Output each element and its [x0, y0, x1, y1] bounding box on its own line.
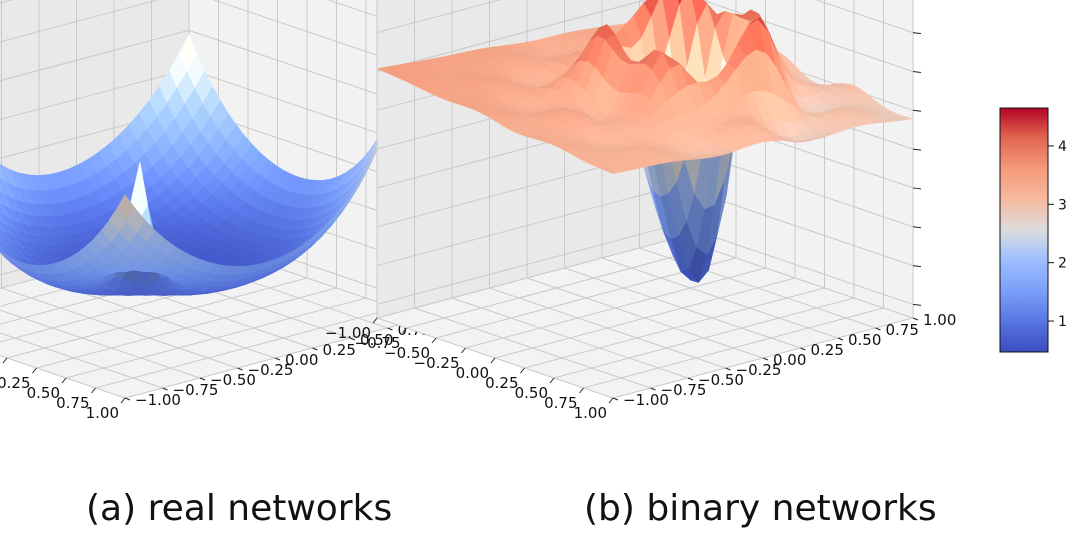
y-tick-label: −0.50 — [210, 371, 256, 389]
x-tick-label: 0.25 — [0, 374, 31, 392]
y-tick — [349, 337, 356, 341]
x-tick — [461, 347, 466, 354]
x-tick-label: 0.00 — [0, 364, 1, 382]
y-tick — [387, 327, 393, 331]
surface — [0, 9, 426, 296]
x-tick-label: 1.00 — [86, 404, 119, 422]
colorbar-tick-label: 4 — [1058, 139, 1067, 155]
y-tick — [162, 387, 168, 391]
colorbar-gradient — [999, 107, 1049, 353]
z-tick — [912, 265, 922, 268]
y-tick — [875, 327, 881, 331]
x-tick-label: −0.75 — [355, 334, 401, 352]
x-tick — [549, 377, 555, 384]
x-tick — [520, 367, 525, 374]
colorbar-tick-label: 1 — [1058, 314, 1067, 330]
y-tick-label: 0.75 — [886, 321, 919, 339]
x-tick — [490, 357, 496, 364]
caption-binary-networks: (b) binary networks — [584, 488, 937, 529]
grid-line — [601, 257, 839, 339]
y-tick — [199, 377, 206, 381]
grid-line — [564, 267, 801, 349]
colorbar-tick-label: 2 — [1058, 256, 1067, 272]
grid-line — [0, 29, 426, 111]
y-tick-label: −0.25 — [248, 361, 294, 379]
y-tick — [725, 367, 731, 371]
grid-line — [676, 237, 914, 319]
surface-facet — [604, 168, 624, 174]
y-tick-label: 0.25 — [811, 341, 844, 359]
x-tick-label: −0.50 — [384, 344, 430, 362]
z-tick — [912, 70, 922, 73]
z-tick — [912, 32, 922, 35]
x-tick-label: 0.75 — [56, 394, 89, 412]
x-tick-label: −1.00 — [325, 324, 371, 342]
z-tick — [912, 226, 922, 229]
y-tick — [274, 357, 281, 361]
caption-real-networks: (a) real networks — [86, 488, 393, 529]
z-tick — [912, 109, 922, 112]
z-tick — [912, 187, 922, 190]
x-tick-label: 0.75 — [544, 394, 577, 412]
x-tick — [372, 317, 378, 324]
z-axis — [912, 32, 922, 306]
grid-line — [376, 0, 914, 72]
grid-line — [526, 277, 764, 359]
grid-line — [0, 0, 426, 34]
y-tick — [312, 347, 318, 351]
x-tick-label: 0.50 — [27, 384, 60, 402]
y-tick-label: −1.00 — [623, 391, 669, 409]
surface-facet — [677, 0, 683, 6]
y-tick-label: 0.00 — [773, 351, 806, 369]
grid-line — [376, 0, 914, 34]
y-tick — [687, 377, 694, 381]
y-tick-label: 0.25 — [323, 341, 356, 359]
y-tick-label: 0.50 — [848, 331, 881, 349]
x-tick-label: 0.00 — [456, 364, 489, 382]
x-tick — [402, 327, 407, 334]
x-tick-label: 1.00 — [574, 404, 607, 422]
surface-facet — [116, 194, 136, 222]
axis-tick-labels: −1.00−0.75−0.50−0.250.000.250.500.751.00… — [325, 311, 956, 422]
x-tick — [61, 377, 67, 384]
x-tick — [579, 387, 584, 394]
y-tick-label: 1.00 — [923, 311, 956, 329]
x-tick — [32, 367, 37, 374]
x-tick-label: 0.50 — [515, 384, 548, 402]
y-tick — [762, 357, 769, 361]
x-tick-label: −0.25 — [414, 354, 460, 372]
surface-plot-real-networks: −1.00−0.75−0.50−0.250.000.250.500.751.00… — [0, 0, 468, 422]
y-tick — [650, 387, 656, 391]
x-tick — [608, 397, 614, 404]
x-tick — [120, 397, 126, 404]
x-tick — [2, 357, 8, 364]
y-tick — [837, 337, 844, 341]
y-tick — [912, 317, 919, 321]
x-tick-label: 0.25 — [485, 374, 518, 392]
y-tick — [124, 397, 131, 401]
y-tick — [612, 397, 619, 401]
y-tick — [800, 347, 806, 351]
colorbar-tick-label: 3 — [1058, 197, 1067, 213]
z-tick — [912, 148, 922, 151]
z-tick — [912, 303, 922, 306]
y-tick-label: −1.00 — [135, 391, 181, 409]
x-tick — [91, 387, 96, 394]
surface-plot-binary-networks: −1.00−0.75−0.50−0.250.000.250.500.751.00… — [325, 0, 956, 422]
y-tick-label: −0.50 — [698, 371, 744, 389]
y-tick-label: −0.25 — [736, 361, 782, 379]
y-tick — [237, 367, 243, 371]
y-tick-label: −0.75 — [173, 381, 219, 399]
x-tick — [431, 337, 437, 344]
y-tick-label: −0.75 — [661, 381, 707, 399]
surface — [376, 0, 914, 283]
colorbar: 1 2 3 4 — [999, 107, 1067, 353]
y-tick-label: 0.50 — [360, 331, 393, 349]
grid-line — [0, 0, 426, 72]
y-tick-label: 0.00 — [285, 351, 318, 369]
